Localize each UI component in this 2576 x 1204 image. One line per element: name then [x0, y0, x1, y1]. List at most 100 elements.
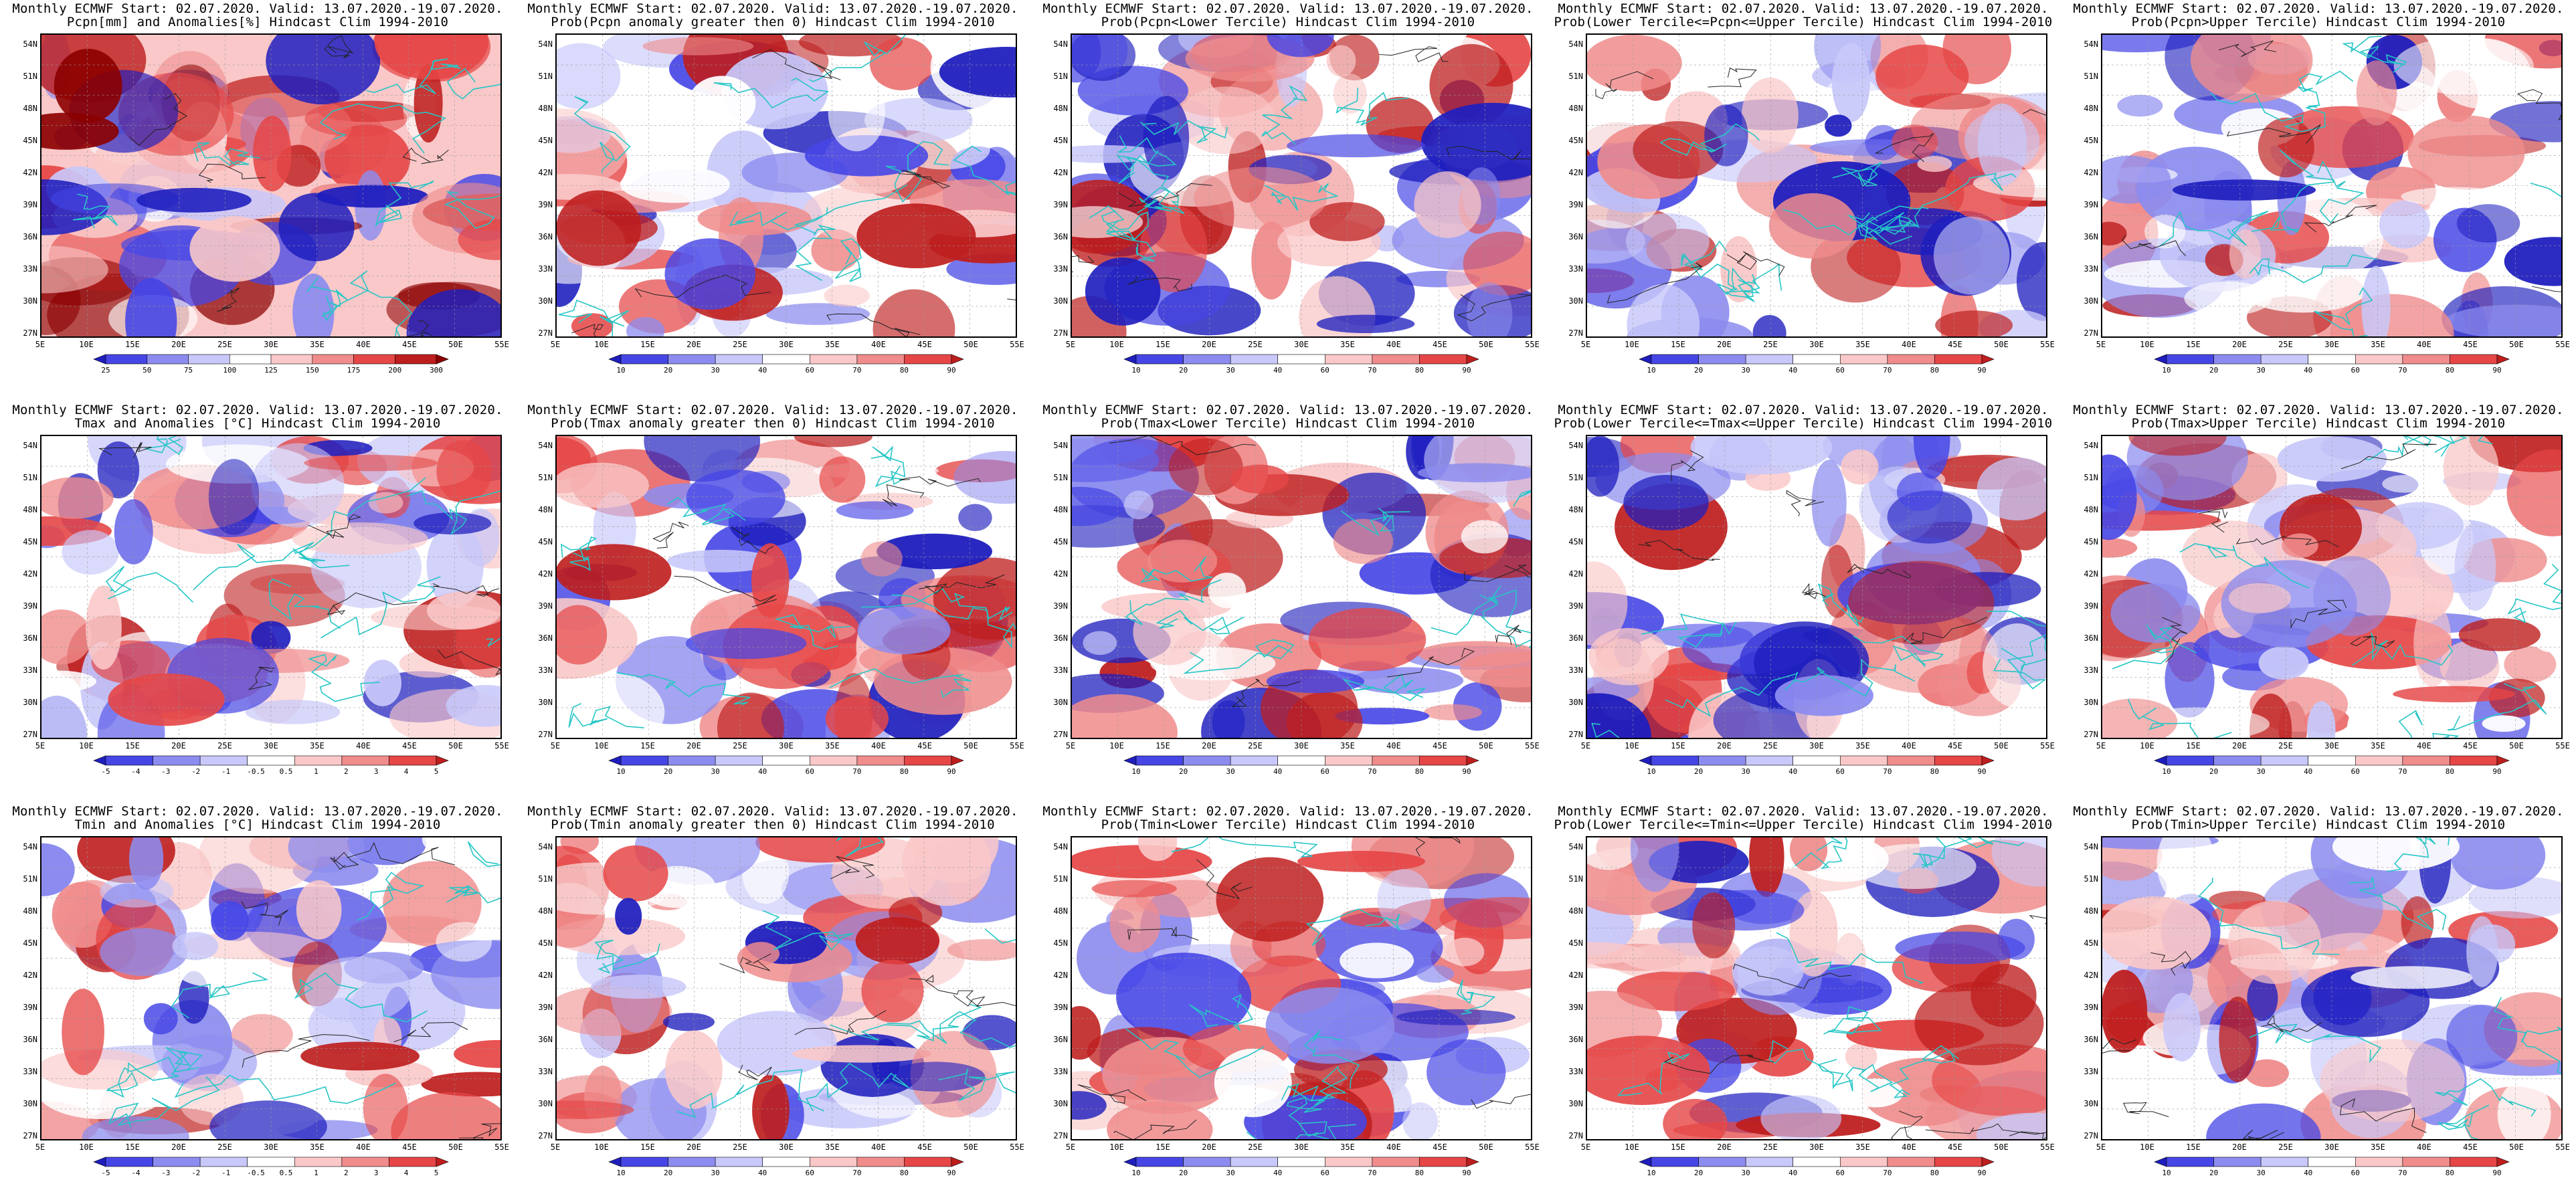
- shaded-region: [82, 1116, 189, 1139]
- shaded-region: [2102, 155, 2171, 204]
- shaded-region: [855, 917, 940, 965]
- color-bar-label: 30: [711, 366, 720, 375]
- color-bar-segment: [608, 1157, 622, 1167]
- coastline: [1139, 556, 1213, 583]
- coastline: [193, 142, 260, 166]
- longitude-label: 55E: [2040, 1142, 2055, 1152]
- color-bar: [1123, 755, 1479, 766]
- contour-line: [737, 1064, 772, 1080]
- shaded-region: [446, 685, 500, 727]
- coastline: [1513, 490, 1531, 507]
- color-bar: [2154, 1157, 2510, 1167]
- longitude-label: 5E: [35, 741, 45, 750]
- longitude-label: 35E: [1340, 1142, 1355, 1152]
- shaded-region: [2401, 187, 2507, 206]
- color-bar-segment: [1324, 1157, 1373, 1167]
- shaded-region: [1587, 693, 1651, 738]
- panel-title-line2: Prob(Tmin anomaly greater then 0) Hindca…: [551, 817, 995, 832]
- shaded-region: [406, 289, 500, 336]
- color-bar-label: 10: [2162, 366, 2171, 375]
- contour-line: [1726, 251, 1785, 276]
- longitude-label: 35E: [310, 340, 325, 349]
- contour-line: [1127, 926, 1199, 941]
- color-bar: [1639, 755, 1995, 766]
- coastline: [835, 237, 862, 282]
- coastline: [1591, 722, 1620, 738]
- coastline: [1768, 1039, 1845, 1090]
- color-bar-segment: [1745, 755, 1794, 766]
- longitude-label: 55E: [1525, 1142, 1540, 1152]
- color-bar-label: 80: [1414, 366, 1424, 375]
- color-bar-label: 60: [805, 366, 814, 375]
- longitude-label: 20E: [171, 340, 186, 349]
- coastline: [2521, 1039, 2561, 1074]
- panel-title-line2: Prob(Lower Tercile<=Tmax<=Upper Tercile)…: [1554, 416, 2053, 431]
- shaded-region: [304, 957, 412, 1023]
- shaded-region: [2332, 837, 2460, 871]
- color-bar-segment: [1277, 1157, 1325, 1167]
- shaded-region: [1720, 236, 1757, 302]
- color-bar-segment: [147, 354, 189, 365]
- shaded-region: [861, 959, 924, 1023]
- shaded-region: [2184, 281, 2272, 316]
- longitude-label: 55E: [1010, 340, 1024, 349]
- latitude-label: 30N: [1568, 296, 1583, 306]
- color-bar-label: 80: [1930, 1169, 1940, 1177]
- latitude-label: 27N: [2084, 730, 2098, 739]
- color-bar-label: -2: [191, 1169, 201, 1177]
- contour-line: [248, 666, 275, 690]
- color-bar-label: -2: [191, 767, 201, 776]
- latitude-label: 42N: [1568, 569, 1583, 579]
- shaded-region: [2361, 266, 2391, 336]
- shaded-region: [1416, 965, 1455, 983]
- shaded-region: [557, 462, 650, 508]
- color-bar-segment: [1792, 755, 1841, 766]
- latitude-label: 42N: [1053, 168, 1068, 177]
- latitude-label: 42N: [1053, 569, 1068, 579]
- longitude-label: 5E: [2096, 340, 2106, 349]
- shaded-region: [1116, 952, 1252, 1041]
- coastline: [1156, 610, 1245, 635]
- longitude-label: 50E: [963, 741, 978, 750]
- map-panel: Monthly ECMWF Start: 02.07.2020. Valid: …: [1546, 401, 2061, 803]
- contour-line: [1504, 565, 1531, 578]
- shaded-region: [557, 672, 665, 738]
- shaded-region: [1266, 670, 1365, 694]
- latitude-label: 39N: [1053, 200, 1068, 209]
- shaded-region: [2506, 449, 2561, 536]
- latitude-label: 42N: [2084, 168, 2098, 177]
- color-bar-segment: [2166, 1157, 2214, 1167]
- color-bar-segment: [809, 755, 858, 766]
- coastline: [830, 1003, 982, 1041]
- shaded-region: [1587, 561, 1628, 646]
- shaded-region: [685, 627, 807, 660]
- contour-line: [2162, 617, 2188, 663]
- latitude-label: 51N: [538, 874, 553, 884]
- shaded-region: [1977, 103, 2027, 187]
- contour-line: [953, 995, 1016, 1007]
- shaded-region: [1423, 704, 1483, 721]
- shaded-region: [1895, 931, 2025, 965]
- latitude-label: 45N: [2084, 938, 2098, 948]
- longitude-label: 10E: [2140, 1142, 2154, 1152]
- contour-line: [1414, 837, 1461, 857]
- shaded-region: [292, 522, 428, 555]
- latitude-label: 36N: [2084, 232, 2098, 241]
- shaded-region: [1265, 987, 1395, 1064]
- coastline: [1431, 598, 1531, 649]
- longitude-label: 5E: [1065, 741, 1076, 750]
- color-bar-segment: [153, 755, 201, 766]
- coastline: [307, 654, 380, 702]
- coastline: [836, 837, 884, 858]
- shaded-region: [686, 469, 786, 527]
- shaded-region: [1418, 463, 1531, 483]
- latitude-label: 51N: [538, 72, 553, 81]
- color-bar-segment: [2260, 1157, 2309, 1167]
- longitude-label: 30E: [779, 741, 794, 750]
- shaded-region: [2102, 969, 2148, 1054]
- shaded-region: [667, 549, 774, 573]
- longitude-label: 15E: [640, 741, 655, 750]
- shaded-region: [2258, 646, 2309, 680]
- color-bar-label: 70: [1883, 1169, 1892, 1177]
- shaded-region: [1072, 1091, 1107, 1120]
